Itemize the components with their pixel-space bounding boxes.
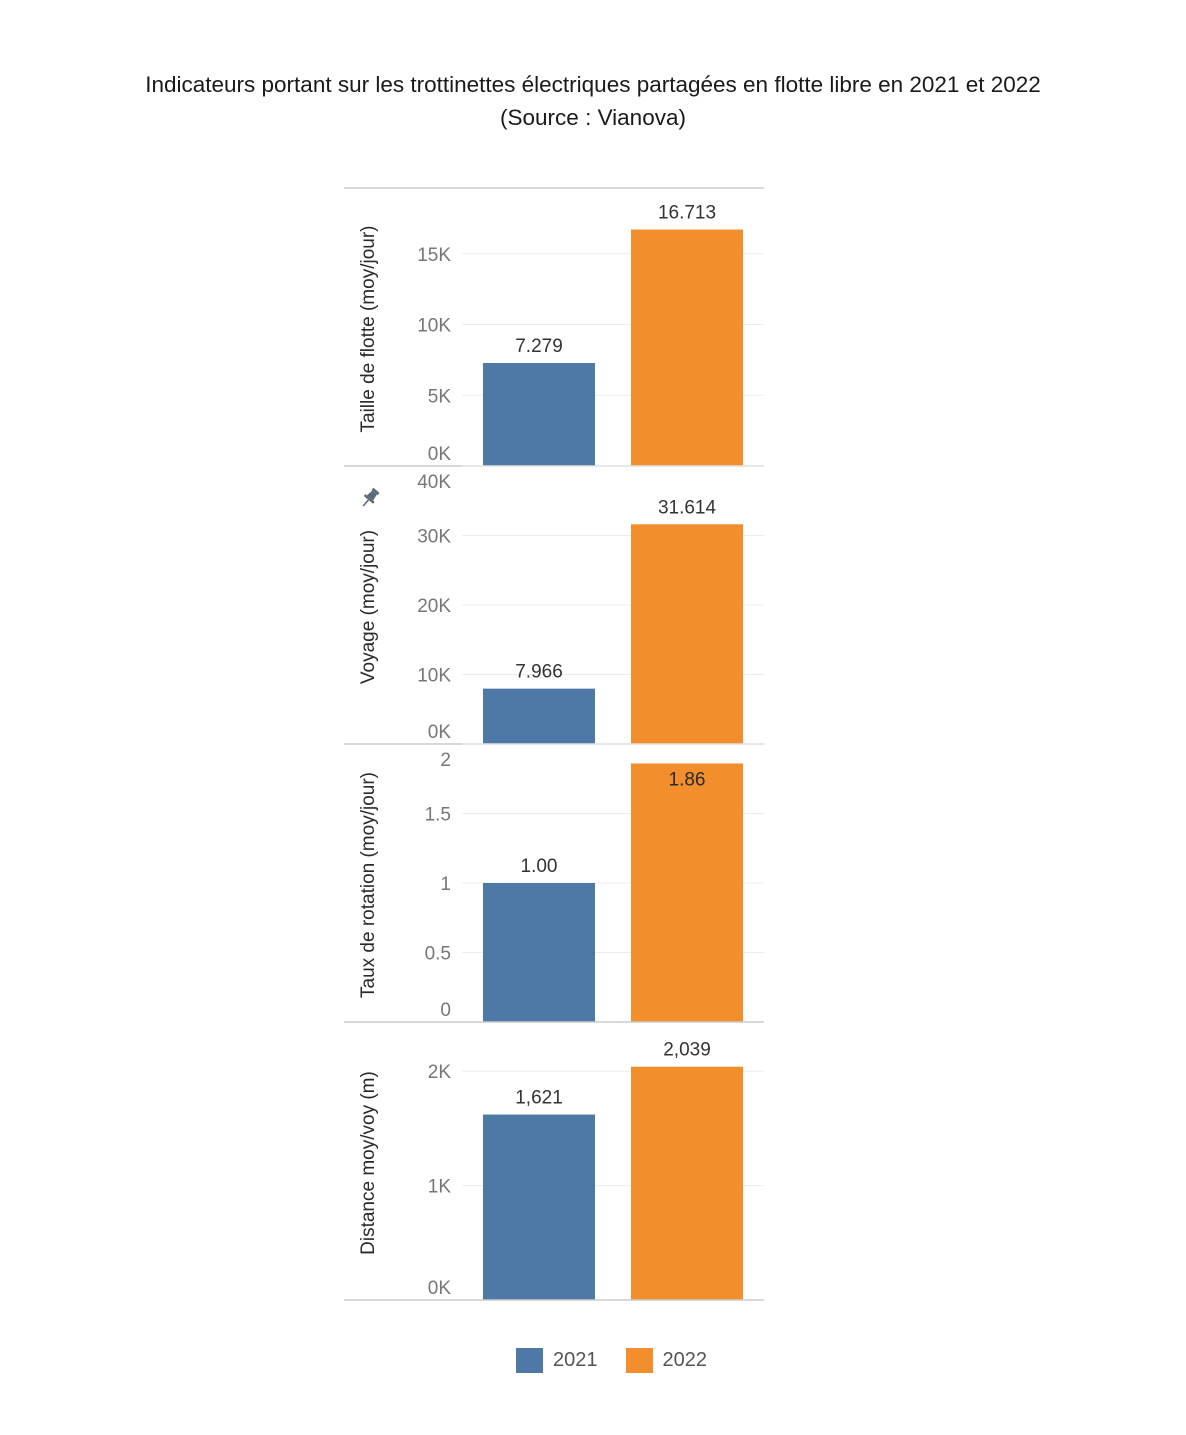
bar-2022	[631, 229, 743, 466]
y-tick-label: 0K	[428, 1278, 452, 1299]
y-tick-label: 5K	[428, 386, 452, 407]
y-tick-label: 0.5	[425, 944, 451, 965]
y-tick-label: 15K	[417, 245, 451, 266]
chart-title: Indicateurs portant sur les trottinettes…	[0, 68, 1186, 134]
bar-2021	[483, 883, 595, 1022]
bar-2022	[631, 763, 743, 1022]
bar-2022	[631, 524, 743, 744]
data-label: 1.86	[669, 769, 706, 790]
legend: 2021 2022	[516, 1348, 735, 1373]
y-tick-label: 30K	[417, 527, 451, 548]
y-tick-label: 0	[440, 1000, 451, 1021]
y-tick-label: 2K	[428, 1062, 452, 1083]
legend-label: 2021	[553, 1349, 598, 1371]
legend-label: 2022	[662, 1349, 708, 1371]
data-label: 1.00	[521, 856, 558, 877]
legend-item-2022[interactable]: 2022	[625, 1348, 708, 1373]
bar-2021	[483, 363, 595, 466]
data-label: 2,039	[663, 1040, 711, 1061]
data-label: 7.966	[515, 662, 563, 683]
y-tick-label: 0K	[428, 444, 452, 465]
y-tick-label: 20K	[417, 596, 451, 617]
data-label: 16.713	[658, 203, 716, 224]
chart-title-line1: Indicateurs portant sur les trottinettes…	[145, 72, 1041, 97]
legend-item-2021[interactable]: 2021	[516, 1348, 598, 1373]
y-axis-title: Distance moy/voy (m)	[358, 1071, 379, 1255]
y-axis-title: Taux de rotation (moy/jour)	[358, 772, 379, 998]
y-axis-title: Taille de flotte (moy/jour)	[358, 226, 379, 433]
bar-2021	[483, 688, 595, 744]
bar-2022	[631, 1066, 743, 1300]
legend-swatch	[516, 1348, 543, 1373]
data-label: 31.614	[658, 497, 717, 518]
bar-2021	[483, 1114, 595, 1300]
y-tick-label: 40K	[417, 472, 451, 493]
y-tick-label: 1	[440, 874, 451, 895]
y-tick-label: 10K	[417, 666, 451, 687]
y-axis-title: Voyage (moy/jour)	[358, 530, 379, 684]
y-tick-label: 1K	[428, 1177, 452, 1198]
y-tick-label: 10K	[417, 316, 451, 337]
y-tick-label: 2	[440, 750, 451, 771]
chart-title-line2: (Source : Vianova)	[500, 105, 686, 130]
y-tick-label: 0K	[428, 722, 452, 743]
legend-swatch	[625, 1348, 653, 1373]
y-tick-label: 1.5	[425, 805, 451, 826]
data-label: 1,621	[515, 1088, 563, 1109]
data-label: 7.279	[515, 336, 563, 357]
pushpin-icon[interactable]	[358, 486, 382, 510]
